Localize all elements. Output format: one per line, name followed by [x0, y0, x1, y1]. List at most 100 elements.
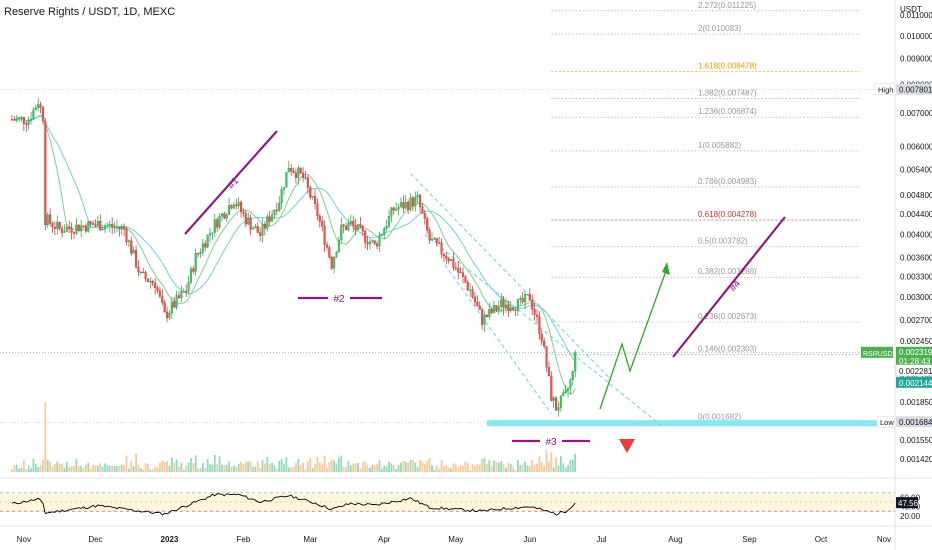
- candle-body: [309, 187, 312, 198]
- candle-body: [533, 309, 536, 315]
- volume-bar: [433, 469, 436, 472]
- volume-bar: [147, 464, 149, 472]
- candle-body: [173, 301, 176, 308]
- fib-level-label: 2.272(0.011225): [698, 1, 756, 10]
- candle-body: [65, 226, 68, 232]
- countdown-tag: 01:28:43: [899, 357, 931, 366]
- candle-body: [161, 296, 164, 303]
- candle-body: [130, 240, 133, 254]
- volume-bar: [82, 467, 85, 472]
- candle-body: [46, 214, 49, 226]
- candle-body: [163, 302, 166, 313]
- volume-bar: [104, 463, 106, 472]
- rsi-current-tag: 47.56: [898, 499, 919, 508]
- candle-body: [275, 209, 278, 211]
- volume-bar: [228, 461, 231, 472]
- candle-body: [471, 289, 474, 298]
- volume-bar: [500, 461, 503, 472]
- candle-body: [218, 216, 221, 228]
- candle-body: [294, 172, 297, 178]
- candle-body: [18, 117, 21, 119]
- candle-body: [352, 221, 355, 226]
- candle-body: [208, 233, 212, 236]
- candle-body: [151, 281, 154, 284]
- annotation-label-3: #3: [545, 437, 557, 448]
- volume-bar: [278, 460, 281, 472]
- candle-body: [125, 229, 128, 243]
- candle-body: [313, 195, 317, 204]
- volume-bar: [369, 468, 371, 472]
- price-tick-label: 0.011000: [900, 11, 932, 20]
- volume-bar: [471, 464, 474, 472]
- candle-body: [278, 202, 281, 211]
- volume-bar: [273, 465, 276, 472]
- volume-bar: [361, 462, 364, 472]
- candle-body: [490, 309, 493, 313]
- volume-bar: [268, 463, 271, 472]
- candle-body: [538, 316, 541, 335]
- rsi-current-tag-bg: [896, 497, 918, 509]
- low-label-bg: [876, 415, 896, 428]
- candle-body: [459, 271, 462, 274]
- volume-bar: [96, 465, 99, 472]
- volume-bar: [292, 466, 295, 472]
- fib-level-label: 1(0.005882): [698, 141, 741, 150]
- candle-body: [299, 167, 302, 174]
- candle-body: [201, 243, 204, 253]
- candle-body: [411, 197, 414, 207]
- volume-bar: [51, 466, 54, 472]
- volume-bar: [113, 465, 116, 472]
- volume-bar: [338, 457, 340, 472]
- volume-bar: [306, 461, 309, 472]
- volume-bar: [65, 461, 68, 472]
- candle-body: [137, 266, 140, 273]
- volume-bar: [550, 451, 553, 472]
- volume-bar: [159, 462, 161, 472]
- candle-body: [213, 219, 216, 233]
- candle-body: [89, 221, 92, 224]
- candle-body: [180, 291, 183, 298]
- candle-body: [385, 226, 388, 229]
- candle-body: [559, 395, 562, 408]
- candle-body: [242, 211, 245, 214]
- volume-bar: [118, 466, 121, 472]
- candle-body: [335, 251, 338, 258]
- volume-bar: [552, 467, 555, 472]
- volume-bar: [445, 465, 448, 472]
- candle-body: [113, 227, 116, 229]
- candle-body: [547, 367, 550, 377]
- price-tick-label: 0.004400: [900, 210, 932, 219]
- candle-body: [447, 258, 450, 262]
- candle-body: [555, 397, 558, 411]
- volume-bar: [63, 467, 66, 472]
- volume-bar: [474, 465, 476, 472]
- volume-bar: [414, 462, 417, 472]
- candle-body: [70, 228, 73, 233]
- candle-body: [32, 109, 35, 120]
- rsi-band: [0, 492, 895, 512]
- volume-bar: [404, 461, 407, 472]
- down-triangle-marker: [619, 439, 635, 453]
- volume-bar: [53, 464, 56, 472]
- candle-body: [175, 295, 178, 308]
- volume-bar: [87, 462, 90, 472]
- candle-body: [170, 301, 173, 314]
- candle-body: [187, 282, 190, 292]
- annotation-line-4: [672, 216, 786, 358]
- volume-bar: [321, 463, 324, 472]
- volume-bar: [144, 462, 147, 472]
- candle-body: [524, 294, 527, 303]
- candle-body: [526, 294, 529, 296]
- fib-level-label: 0.5(0.003782): [698, 237, 748, 246]
- candle-body: [27, 120, 30, 125]
- candle-body: [473, 296, 476, 303]
- volume-bar: [493, 460, 495, 472]
- volume-bar: [216, 464, 219, 472]
- candle-body: [101, 228, 104, 231]
- volume-bar: [125, 455, 128, 472]
- candle-body: [445, 255, 448, 259]
- fib-level-label: 0.236(0.002673): [698, 312, 757, 321]
- symbol-tag: RSRUSDT: [863, 351, 898, 358]
- candle-body: [469, 289, 472, 291]
